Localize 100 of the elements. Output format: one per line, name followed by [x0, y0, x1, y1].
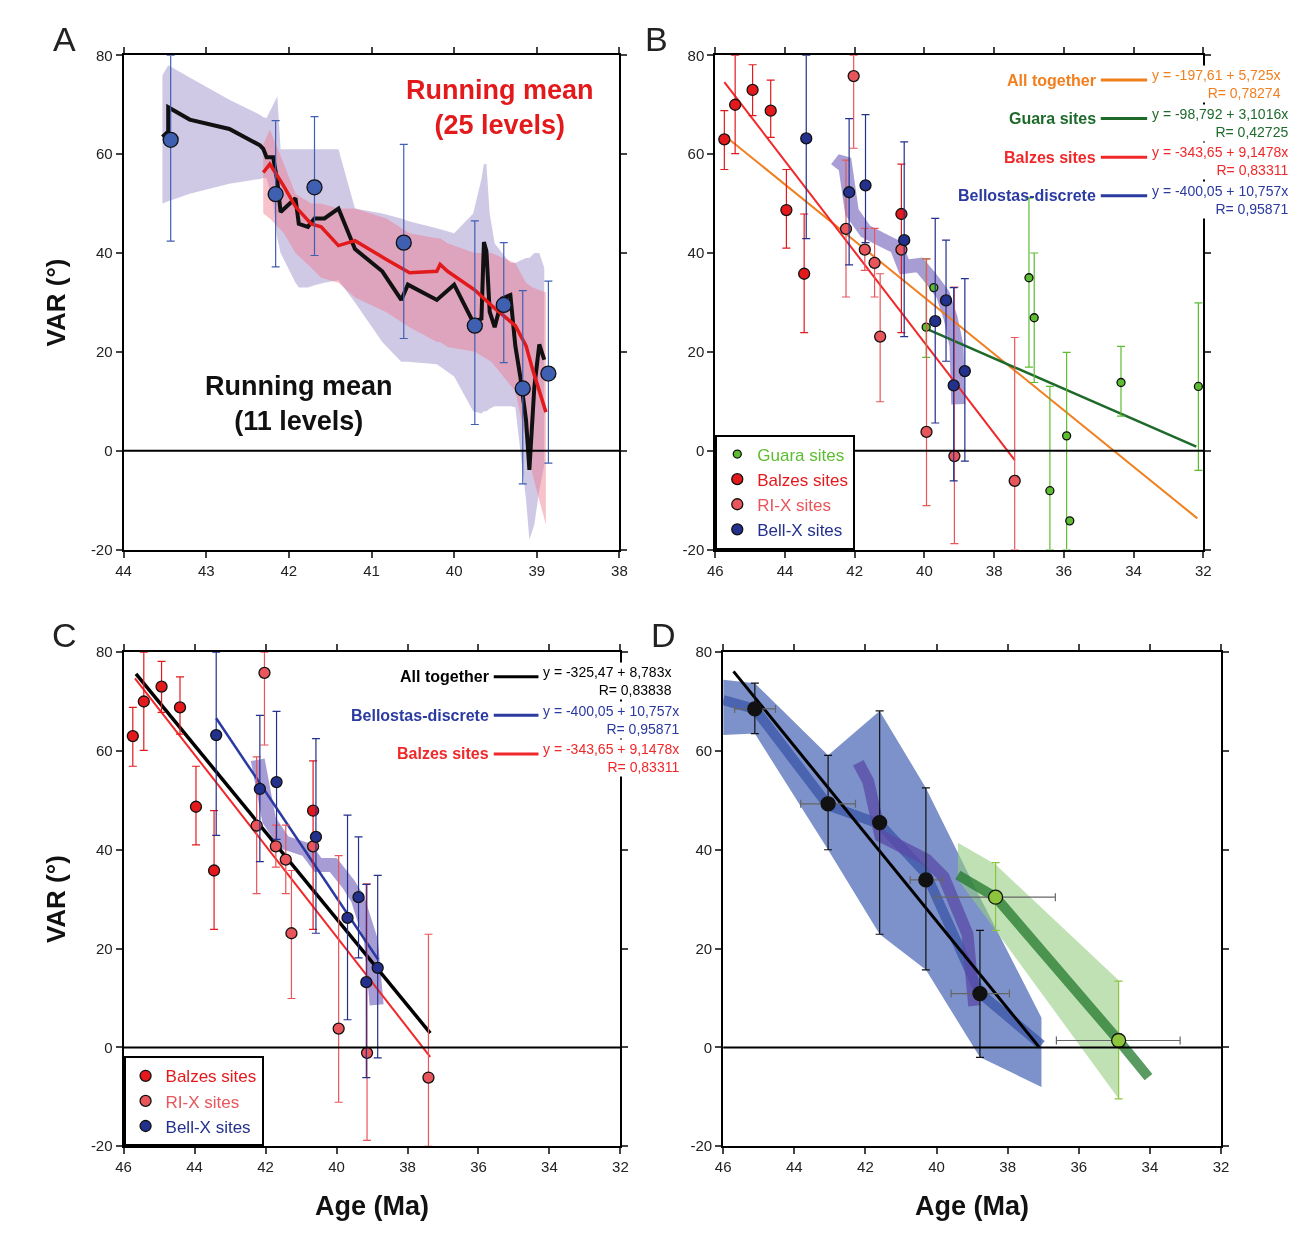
- x-tick-label: 38: [985, 561, 1003, 579]
- legend-label: RI-X sites: [165, 1092, 240, 1112]
- text: Running mean (25 levels): [406, 75, 594, 141]
- y-tick-label: 20: [687, 343, 705, 361]
- point: [858, 243, 871, 256]
- chart-title: D: [651, 616, 676, 654]
- point: [872, 814, 888, 831]
- point: [514, 380, 531, 397]
- x-tick-label: 42: [280, 561, 298, 579]
- x-tick-label: 34: [541, 1158, 558, 1176]
- x-tick-label: 38: [999, 1158, 1017, 1176]
- point: [798, 267, 811, 280]
- x-tick-label: 39: [528, 561, 546, 579]
- point: [780, 203, 793, 217]
- point: [972, 985, 988, 1002]
- y-tick-label: 40: [687, 244, 705, 262]
- x-tick-label: 40: [928, 1158, 945, 1176]
- point: [395, 234, 412, 251]
- point: [253, 782, 267, 796]
- point: [466, 317, 483, 334]
- legend-label: Bellostas-discrete: [958, 187, 1096, 204]
- point: [269, 840, 282, 853]
- point: [352, 891, 365, 904]
- text: All together: [400, 668, 489, 685]
- point: [1024, 273, 1034, 283]
- point: [279, 853, 292, 866]
- legend-label: Balzes sites: [165, 1067, 257, 1087]
- point: [540, 365, 557, 382]
- y-tick-label: 0: [695, 441, 705, 459]
- point: [842, 186, 856, 199]
- point: [746, 83, 759, 97]
- point: [939, 294, 953, 307]
- legend-label: Bell-X sites: [757, 520, 843, 540]
- x-tick-label: 46: [115, 1158, 132, 1176]
- point: [947, 379, 960, 392]
- y-tick-label: -20: [690, 1137, 713, 1155]
- y-tick-label: 60: [695, 742, 713, 760]
- x-tick-label: 43: [197, 561, 215, 579]
- point: [155, 680, 168, 693]
- point: [207, 864, 221, 877]
- point: [360, 976, 373, 989]
- x-tick-label: 42: [857, 1158, 874, 1176]
- x-tick-label: 40: [328, 1158, 345, 1176]
- y-tick-label: -20: [90, 540, 113, 558]
- annotation: y = -400,05 + 10,757x R= 0,95871: [543, 703, 680, 738]
- legend-label: Balzes sites: [757, 470, 848, 490]
- x-tick-label: 32: [1194, 561, 1212, 579]
- point: [137, 695, 150, 708]
- x-tick-label: 42: [257, 1158, 274, 1176]
- text: Guara sites: [1009, 110, 1097, 127]
- text: Running mean (11 levels): [205, 371, 393, 437]
- y-tick-label: -20: [682, 540, 705, 558]
- point: [495, 296, 512, 314]
- legend-label: RI-X sites: [757, 495, 831, 515]
- x-axis-title: Age (Ma): [315, 1191, 430, 1222]
- y-axis-title: VAR (°): [40, 258, 71, 347]
- y-axis-title: VAR (°): [40, 855, 71, 944]
- y-tick-label: 0: [703, 1038, 713, 1056]
- x-tick-label: 36: [1055, 561, 1073, 579]
- x-tick-label: 41: [363, 561, 380, 579]
- point: [847, 69, 860, 83]
- point: [267, 186, 284, 203]
- point: [800, 132, 813, 145]
- point: [1193, 381, 1204, 392]
- point: [1029, 313, 1039, 323]
- annotation: y = -343,65 + 9,1478x R= 0,83311: [543, 741, 680, 776]
- x-tick-label: 34: [1125, 561, 1142, 579]
- x-tick-label: 44: [115, 561, 132, 579]
- text: Balzes sites: [1004, 149, 1096, 166]
- y-tick-label: 60: [687, 145, 705, 163]
- x-tick-label: 44: [785, 1158, 803, 1176]
- chart-title: B: [645, 20, 668, 58]
- point: [189, 800, 203, 813]
- text: Bellostas-discrete: [351, 707, 489, 724]
- chart-title: A: [53, 20, 76, 58]
- point: [764, 104, 777, 117]
- x-tick-label: 44: [186, 1158, 203, 1176]
- y-tick-label: 80: [695, 643, 713, 661]
- point: [422, 1071, 435, 1084]
- x-tick-label: 32: [612, 1158, 629, 1176]
- annotation: y = -98,792 + 3,1016x R= 0,42725: [1152, 106, 1289, 141]
- x-tick-label: 38: [611, 561, 628, 579]
- annotation: y = -197,61 + 5,725x R= 0,78274: [1152, 67, 1281, 102]
- point: [126, 729, 139, 743]
- point: [868, 256, 881, 270]
- point: [920, 425, 933, 439]
- y-tick-label: 0: [104, 1038, 113, 1056]
- point: [729, 98, 742, 111]
- annotation: y = -343,65 + 9,1478x R= 0,83311: [1152, 144, 1289, 179]
- point: [718, 133, 731, 146]
- point: [162, 131, 179, 148]
- y-tick-label: 80: [687, 46, 705, 64]
- point: [1008, 474, 1021, 487]
- y-tick-label: 80: [95, 46, 113, 64]
- y-tick-label: 20: [95, 343, 113, 361]
- y-tick-label: 20: [95, 939, 113, 957]
- annotation: y = -325,47 + 8,783x R= 0,83838: [543, 664, 672, 699]
- point: [1065, 516, 1075, 526]
- text: Balzes sites: [397, 745, 489, 762]
- y-tick-label: 40: [95, 840, 113, 858]
